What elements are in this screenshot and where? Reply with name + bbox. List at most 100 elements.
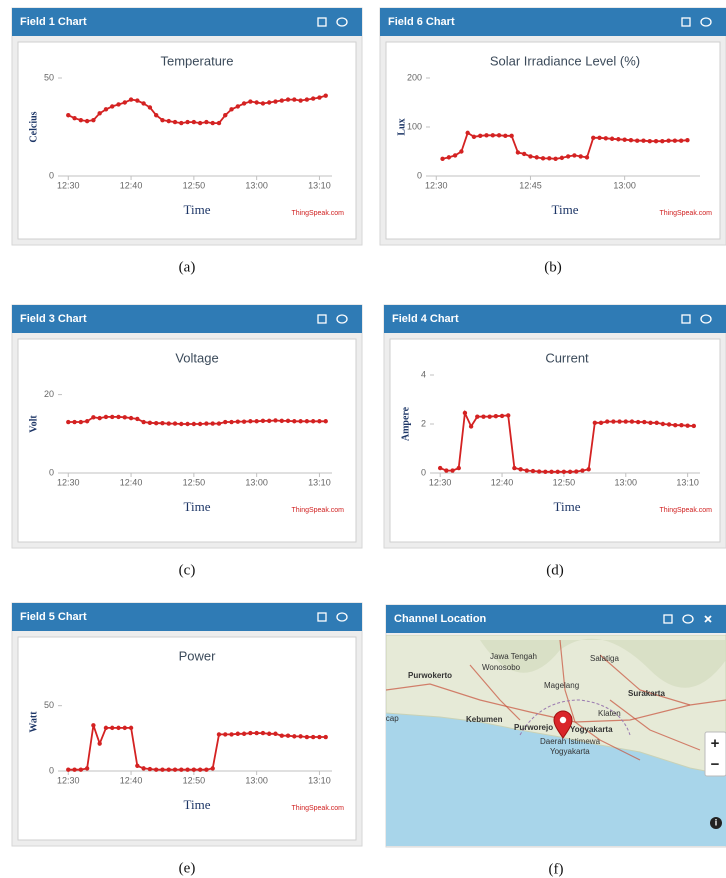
x-tick-label: 12:50	[183, 180, 206, 190]
data-point	[585, 155, 589, 159]
data-point	[204, 421, 208, 425]
data-point	[167, 767, 171, 771]
data-point	[97, 741, 101, 745]
data-point	[463, 411, 467, 415]
data-point	[617, 419, 621, 423]
x-tick-label: 13:10	[308, 180, 331, 190]
panel-title: Field 6 Chart	[388, 16, 455, 28]
data-point	[648, 139, 652, 143]
data-point	[242, 101, 246, 105]
data-point	[123, 726, 127, 730]
y-axis-label: Celcius	[28, 111, 39, 142]
data-point	[91, 118, 95, 122]
data-point	[535, 155, 539, 159]
data-point	[541, 156, 545, 160]
data-point	[311, 419, 315, 423]
data-point	[160, 118, 164, 122]
data-point	[469, 424, 473, 428]
data-point	[248, 419, 252, 423]
data-point	[465, 131, 469, 135]
x-axis-label: Time	[554, 499, 581, 514]
zoom-out[interactable]: −	[711, 756, 720, 773]
data-point	[116, 102, 120, 106]
credit: ThingSpeak.com	[291, 210, 344, 217]
y-tick-label: 4	[421, 369, 426, 379]
data-point	[254, 100, 258, 104]
data-point	[204, 120, 208, 124]
x-tick-label: 12:30	[57, 180, 80, 190]
data-point	[673, 423, 677, 427]
data-point	[317, 95, 321, 99]
x-tick-label: 13:10	[676, 477, 699, 487]
data-point	[491, 133, 495, 137]
data-point	[79, 118, 83, 122]
chart-title: Power	[179, 648, 217, 663]
data-point	[248, 731, 252, 735]
data-point	[522, 152, 526, 156]
x-tick-label: 13:00	[615, 477, 638, 487]
data-point	[104, 415, 108, 419]
map-label: Kebumen	[466, 715, 503, 724]
data-point	[66, 420, 70, 424]
data-point	[604, 136, 608, 140]
zoom-in[interactable]: +	[711, 735, 720, 752]
data-point	[116, 726, 120, 730]
data-point	[160, 767, 164, 771]
data-point	[593, 421, 597, 425]
data-point	[616, 137, 620, 141]
data-point	[574, 469, 578, 473]
data-point	[267, 100, 271, 104]
data-point	[692, 424, 696, 428]
data-point	[110, 726, 114, 730]
data-point	[305, 735, 309, 739]
info-label[interactable]: i	[715, 817, 718, 827]
x-tick-label: 12:50	[183, 477, 206, 487]
data-point	[135, 98, 139, 102]
data-point	[610, 137, 614, 141]
data-point	[286, 97, 290, 101]
data-point	[509, 134, 513, 138]
panel-title: Field 5 Chart	[20, 611, 87, 623]
data-point	[248, 99, 252, 103]
data-point	[566, 154, 570, 158]
data-point	[324, 735, 328, 739]
x-tick-label: 12:50	[553, 477, 576, 487]
x-tick-label: 12:50	[183, 775, 206, 785]
data-point	[236, 419, 240, 423]
x-tick-label: 12:30	[57, 775, 80, 785]
x-tick-label: 13:00	[245, 180, 268, 190]
map-label: Daerah Istimewa	[540, 737, 601, 746]
chart-title: Solar Irradiance Level (%)	[490, 53, 640, 68]
data-point	[148, 421, 152, 425]
data-point	[141, 420, 145, 424]
data-point	[79, 767, 83, 771]
data-point	[503, 134, 507, 138]
credit: ThingSpeak.com	[659, 507, 712, 514]
map-label: Yogyakarta	[570, 725, 613, 734]
x-tick-label: 13:00	[613, 180, 636, 190]
data-point	[267, 732, 271, 736]
data-point	[685, 424, 689, 428]
x-tick-label: 13:10	[308, 775, 331, 785]
data-point	[280, 734, 284, 738]
data-point	[525, 468, 529, 472]
caption: (d)	[546, 562, 564, 578]
map-label: Salatiga	[590, 654, 619, 663]
x-tick-label: 12:40	[491, 477, 514, 487]
data-point	[135, 764, 139, 768]
data-point	[457, 466, 461, 470]
data-point	[440, 157, 444, 161]
data-point	[154, 421, 158, 425]
chart-title: Temperature	[161, 53, 234, 68]
data-point	[518, 467, 522, 471]
data-point	[673, 139, 677, 143]
panel-title: Channel Location	[394, 613, 487, 625]
data-point	[148, 105, 152, 109]
data-point	[66, 767, 70, 771]
data-point	[324, 419, 328, 423]
y-axis-label: Ampere	[400, 406, 411, 441]
data-point	[110, 104, 114, 108]
data-point	[72, 767, 76, 771]
data-point	[481, 414, 485, 418]
data-point	[123, 100, 127, 104]
